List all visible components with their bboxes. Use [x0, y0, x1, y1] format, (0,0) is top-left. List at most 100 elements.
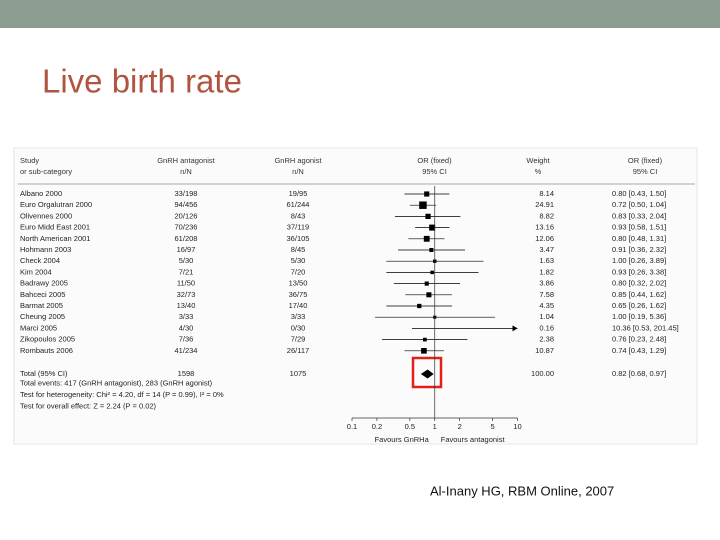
study-name: Bahceci 2005 — [20, 290, 65, 299]
agonist-count: 13/50 — [289, 279, 308, 288]
weight-label: 8.14 — [539, 189, 554, 198]
antagonist-count: 13/40 — [177, 301, 196, 310]
agonist-count: 17/40 — [289, 301, 308, 310]
column-header: Study — [20, 156, 39, 165]
antagonist-count: 32/73 — [177, 290, 196, 299]
study-name: Albano 2000 — [20, 189, 62, 198]
x-label-right: Favours antagonist — [441, 435, 506, 444]
x-tick-label: 2 — [458, 422, 462, 431]
agonist-count: 5/30 — [291, 256, 306, 265]
antagonist-count: 33/198 — [175, 189, 198, 198]
or-square — [421, 347, 427, 354]
or-square — [425, 213, 431, 220]
x-label-left: Favours GnRHa — [375, 435, 430, 444]
or-label: 0.65 [0.26, 1.62] — [612, 301, 666, 310]
or-label: 1.00 [0.26, 3.89] — [612, 256, 666, 265]
or-label: 0.80 [0.32, 2.02] — [612, 279, 666, 288]
antagonist-count: 94/456 — [175, 200, 198, 209]
note: Total events: 417 (GnRH antagonist), 283… — [20, 378, 213, 387]
study-name: Total (95% CI) — [20, 369, 68, 378]
x-tick-label: 0.5 — [405, 422, 415, 431]
antagonist-count: 7/36 — [179, 335, 194, 344]
ci-arrow — [512, 325, 518, 332]
or-square — [417, 303, 422, 309]
or-square — [426, 292, 432, 298]
slide-title: Live birth rate — [42, 63, 242, 100]
agonist-count: 8/45 — [291, 245, 306, 254]
antagonist-count: 16/97 — [177, 245, 196, 254]
weight-label: 0.16 — [539, 323, 554, 332]
column-header: OR (fixed) — [417, 156, 452, 165]
column-header: 95% CI — [633, 167, 658, 176]
or-square — [423, 235, 430, 242]
weight-label: 7.58 — [539, 290, 554, 299]
or-square — [429, 224, 436, 231]
study-name: Euro Midd East 2001 — [20, 223, 90, 232]
column-header: OR (fixed) — [628, 156, 663, 165]
or-label: 0.76 [0.23, 2.48] — [612, 335, 666, 344]
x-tick-label: 0.1 — [347, 422, 357, 431]
column-header: % — [535, 167, 542, 176]
study-name: Check 2004 — [20, 256, 60, 265]
top-bar — [0, 0, 720, 28]
weight-label: 1.63 — [539, 256, 554, 265]
weight-label: 3.47 — [539, 245, 554, 254]
weight-label: 1.82 — [539, 267, 554, 276]
agonist-count: 19/95 — [289, 189, 308, 198]
study-name: Rombauts 2006 — [20, 346, 73, 355]
or-label: 10.36 [0.53, 201.45] — [612, 323, 679, 332]
column-header: GnRH antagonist — [157, 156, 215, 165]
antagonist-count: 41/234 — [175, 346, 198, 355]
antagonist-count: 3/33 — [179, 312, 194, 321]
study-name: Hohmann 2003 — [20, 245, 71, 254]
antagonist-count: 70/236 — [175, 223, 198, 232]
agonist-count: 37/119 — [287, 223, 309, 232]
column-header: Weight — [526, 156, 550, 165]
weight-label: 13.16 — [535, 223, 554, 232]
or-label: 0.80 [0.48, 1.31] — [612, 234, 666, 243]
weight-label: 2.38 — [539, 335, 554, 344]
forest-plot: Study or sub-category GnRH antagonist n/N Gn… — [18, 156, 695, 444]
x-tick-label: 0.2 — [372, 422, 382, 431]
or-square — [424, 191, 430, 197]
note: Test for heterogeneity: Chi² = 4.20, df … — [20, 390, 224, 399]
antagonist-count: 4/30 — [179, 323, 194, 332]
weight-label: 12.06 — [535, 234, 554, 243]
antagonist-count: 1598 — [178, 369, 195, 378]
or-label: 0.83 [0.33, 2.04] — [612, 211, 666, 220]
antagonist-count: 11/50 — [177, 279, 195, 288]
weight-label: 10.87 — [535, 346, 554, 355]
agonist-count: 26/117 — [287, 346, 309, 355]
or-label: 0.93 [0.58, 1.51] — [612, 223, 666, 232]
column-header: or sub-category — [20, 167, 72, 176]
column-header: n/N — [292, 167, 304, 176]
citation: Al-Inany HG, RBM Online, 2007 — [430, 483, 614, 498]
plot-area — [375, 191, 518, 379]
study-name: Cheung 2005 — [20, 312, 65, 321]
or-label: 0.93 [0.26, 3.38] — [612, 267, 666, 276]
study-name: Kim 2004 — [20, 267, 52, 276]
or-label: 0.80 [0.43, 1.50] — [612, 189, 666, 198]
weight-label: 100.00 — [531, 369, 554, 378]
or-label: 1.00 [0.19, 5.36] — [612, 312, 666, 321]
weight-label: 1.04 — [539, 312, 554, 321]
study-name: Zikopoulos 2005 — [20, 335, 75, 344]
antagonist-count: 61/208 — [175, 234, 198, 243]
highlight-box — [411, 356, 443, 389]
or-square — [419, 201, 427, 209]
or-square — [430, 270, 434, 275]
antagonist-count: 5/30 — [179, 256, 194, 265]
summary-diamond — [420, 369, 434, 379]
or-square — [429, 247, 434, 253]
agonist-count: 1075 — [290, 369, 307, 378]
study-name: Euro Orgalutran 2000 — [20, 200, 92, 209]
column-header: GnRH agonist — [274, 156, 322, 165]
agonist-count: 8/43 — [291, 211, 306, 220]
figure-panel — [13, 147, 698, 445]
or-label: 0.72 [0.50, 1.04] — [612, 200, 666, 209]
agonist-count: 36/105 — [287, 234, 310, 243]
x-tick-label: 10 — [513, 422, 521, 431]
or-square — [424, 281, 429, 286]
or-label: 0.85 [0.44, 1.62] — [612, 290, 666, 299]
study-name: Olivennes 2000 — [20, 211, 72, 220]
